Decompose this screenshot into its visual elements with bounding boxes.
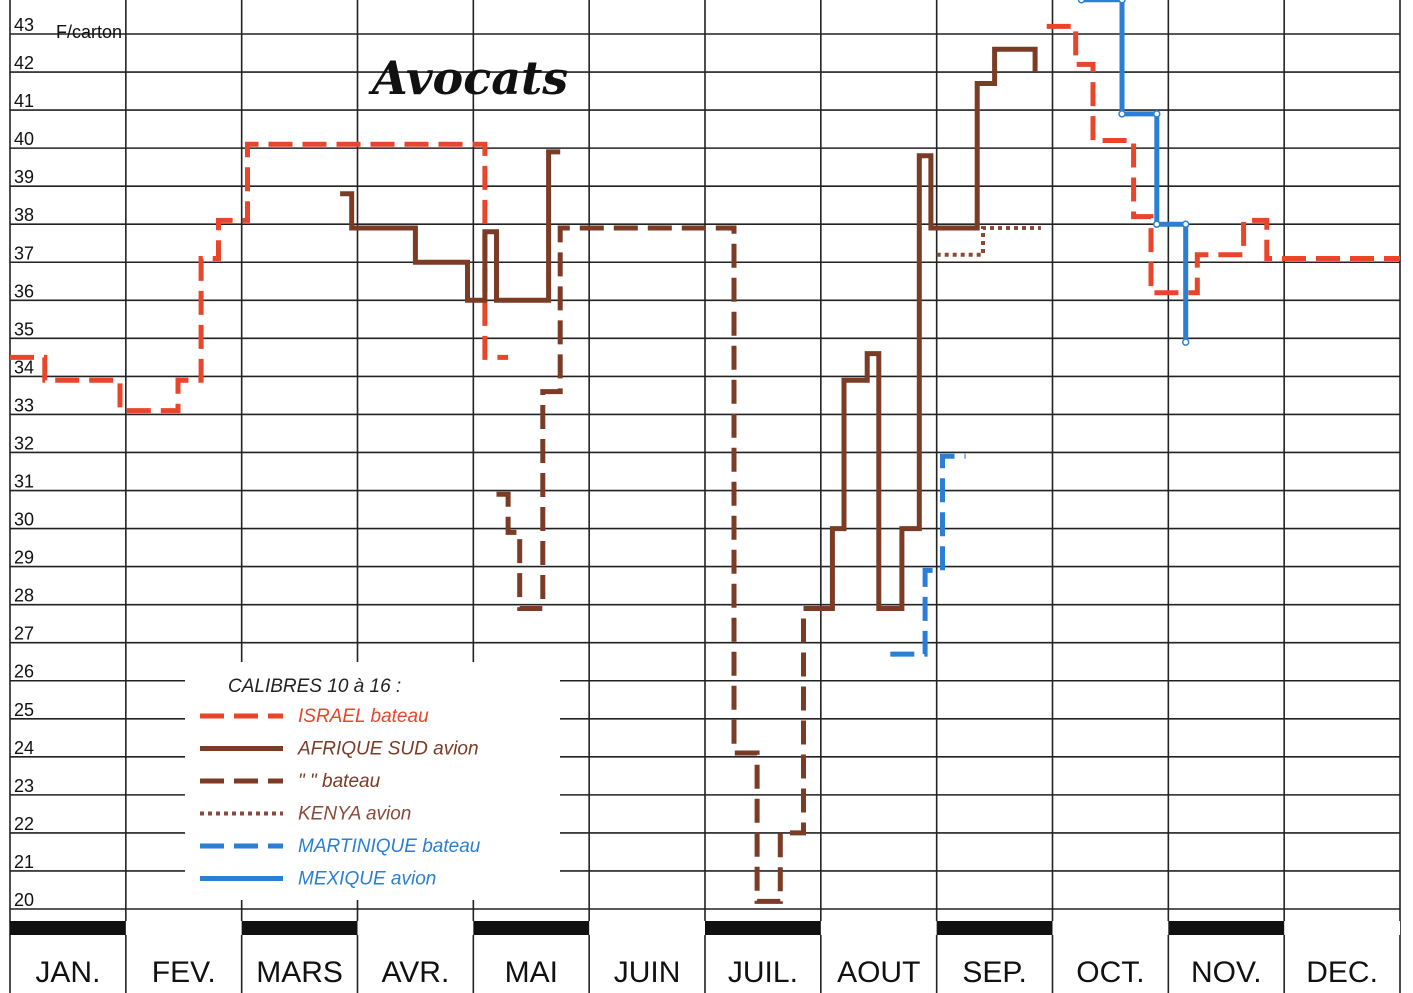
y-tick-label: 33 [14,395,34,415]
y-axis-unit: F/carton [56,22,122,42]
y-tick-label: 23 [14,776,34,796]
series-point [1181,220,1190,228]
y-tick-label: 41 [14,91,34,111]
chart-title: Avocats [368,51,568,105]
month-bar-segment [241,921,358,935]
series-lines [10,0,1400,904]
month-bar [10,921,1400,935]
y-tick-label: 26 [14,662,34,682]
y-tick-label: 42 [14,53,34,73]
legend-label: " " bateau [298,771,381,792]
series-line [815,46,1038,611]
month-label: JUIN [614,956,681,989]
series-line [936,226,1041,257]
legend-label: MEXIQUE avion [298,869,436,890]
y-tick-labels: 43 42 41 40 39 38 37 36 35 34 33 32 31 30 29 28 27 26 25 24… [14,15,34,910]
y-tick-label: 29 [14,548,34,568]
legend-label: MARTINIQUE bateau [298,836,481,857]
series-line [340,149,561,303]
y-tick-label: 40 [14,129,34,149]
y-tick-label: 37 [14,243,34,263]
legend-items: ISRAEL bateau AFRIQUE SUD avion " " bateau… [200,706,481,890]
month-label: FEV. [152,956,216,989]
legend-label: AFRIQUE SUD avion [297,739,479,760]
y-tick-label: 27 [14,624,34,644]
series-point [1153,220,1161,228]
y-tick-label: 38 [14,205,34,225]
month-label: MARS [256,956,343,989]
y-tick-label: 35 [14,319,34,339]
month-bar-segment [10,921,126,935]
y-tick-label: 31 [14,472,34,492]
y-tick-label: 36 [14,281,34,301]
month-label: NOV. [1191,956,1262,989]
legend-title: CALIBRES 10 à 16 : [228,676,401,697]
legend-label: ISRAEL bateau [298,706,429,727]
y-tick-label: 39 [14,167,34,187]
month-label: JAN. [35,956,100,989]
series-point [1181,338,1190,346]
month-bar-segment [936,921,1053,935]
y-tick-label: 30 [14,510,34,530]
y-tick-label: 28 [14,586,34,606]
series-line [890,453,966,657]
month-label: DEC. [1306,956,1378,989]
legend: CALIBRES 10 à 16 : ISRAEL bateau AFRIQUE … [185,662,560,900]
month-bar-segment [473,921,590,935]
legend-label: KENYA avion [298,804,411,825]
y-tick-label: 34 [14,357,34,377]
month-bar-segment [705,921,821,935]
series-point [1153,110,1161,118]
y-tick-label: 21 [14,852,34,872]
month-label: AVR. [382,956,450,989]
month-label: SEP. [962,956,1027,989]
y-tick-label: 32 [14,433,34,453]
y-tick-label: 25 [14,700,34,720]
y-tick-label: 20 [14,890,34,910]
series-point [1118,0,1126,4]
month-labels: JAN. FEV. MARS AVR. MAI JUIN JUIL. AOUT SEP. OCT.… [35,956,1378,989]
series-point [1077,0,1086,4]
series-point [1118,110,1126,118]
month-label: OCT. [1076,956,1144,989]
month-label: AOUT [837,956,920,989]
y-tick-label: 43 [14,15,34,35]
month-bar-segment [1168,921,1285,935]
series-line [1046,23,1400,296]
y-tick-label: 22 [14,814,34,834]
month-label: JUIL. [728,956,798,989]
month-label: MAI [505,956,558,989]
y-tick-label: 24 [14,738,34,758]
